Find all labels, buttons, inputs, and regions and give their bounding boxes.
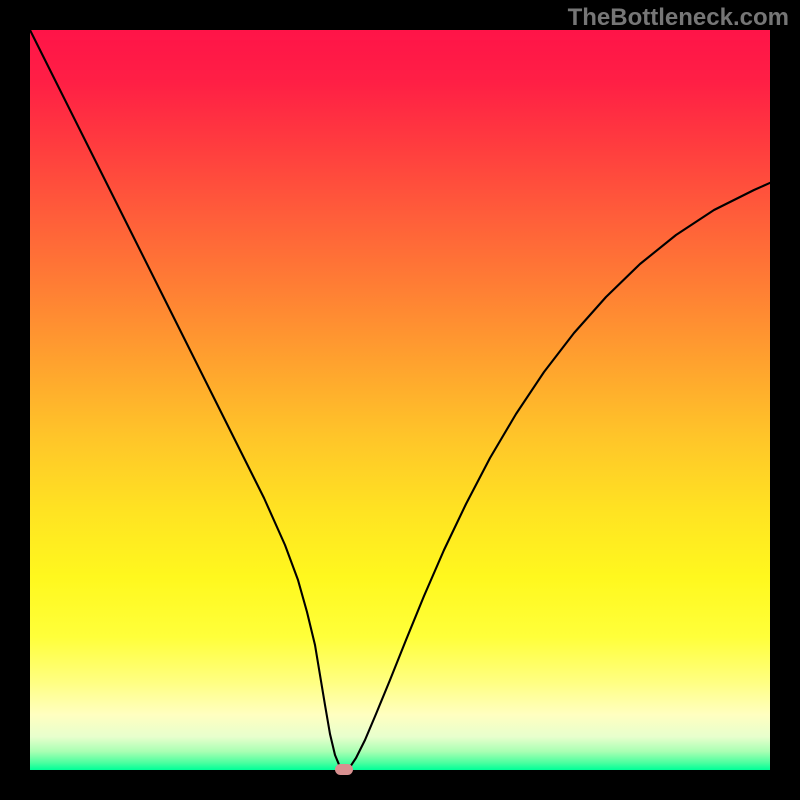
optimum-marker — [335, 764, 353, 775]
gradient-background — [30, 30, 770, 770]
plot-area — [30, 30, 770, 770]
bottleneck-curve — [30, 30, 770, 770]
watermark-text: TheBottleneck.com — [568, 4, 789, 32]
chart-frame: TheBottleneck.com — [0, 0, 800, 800]
